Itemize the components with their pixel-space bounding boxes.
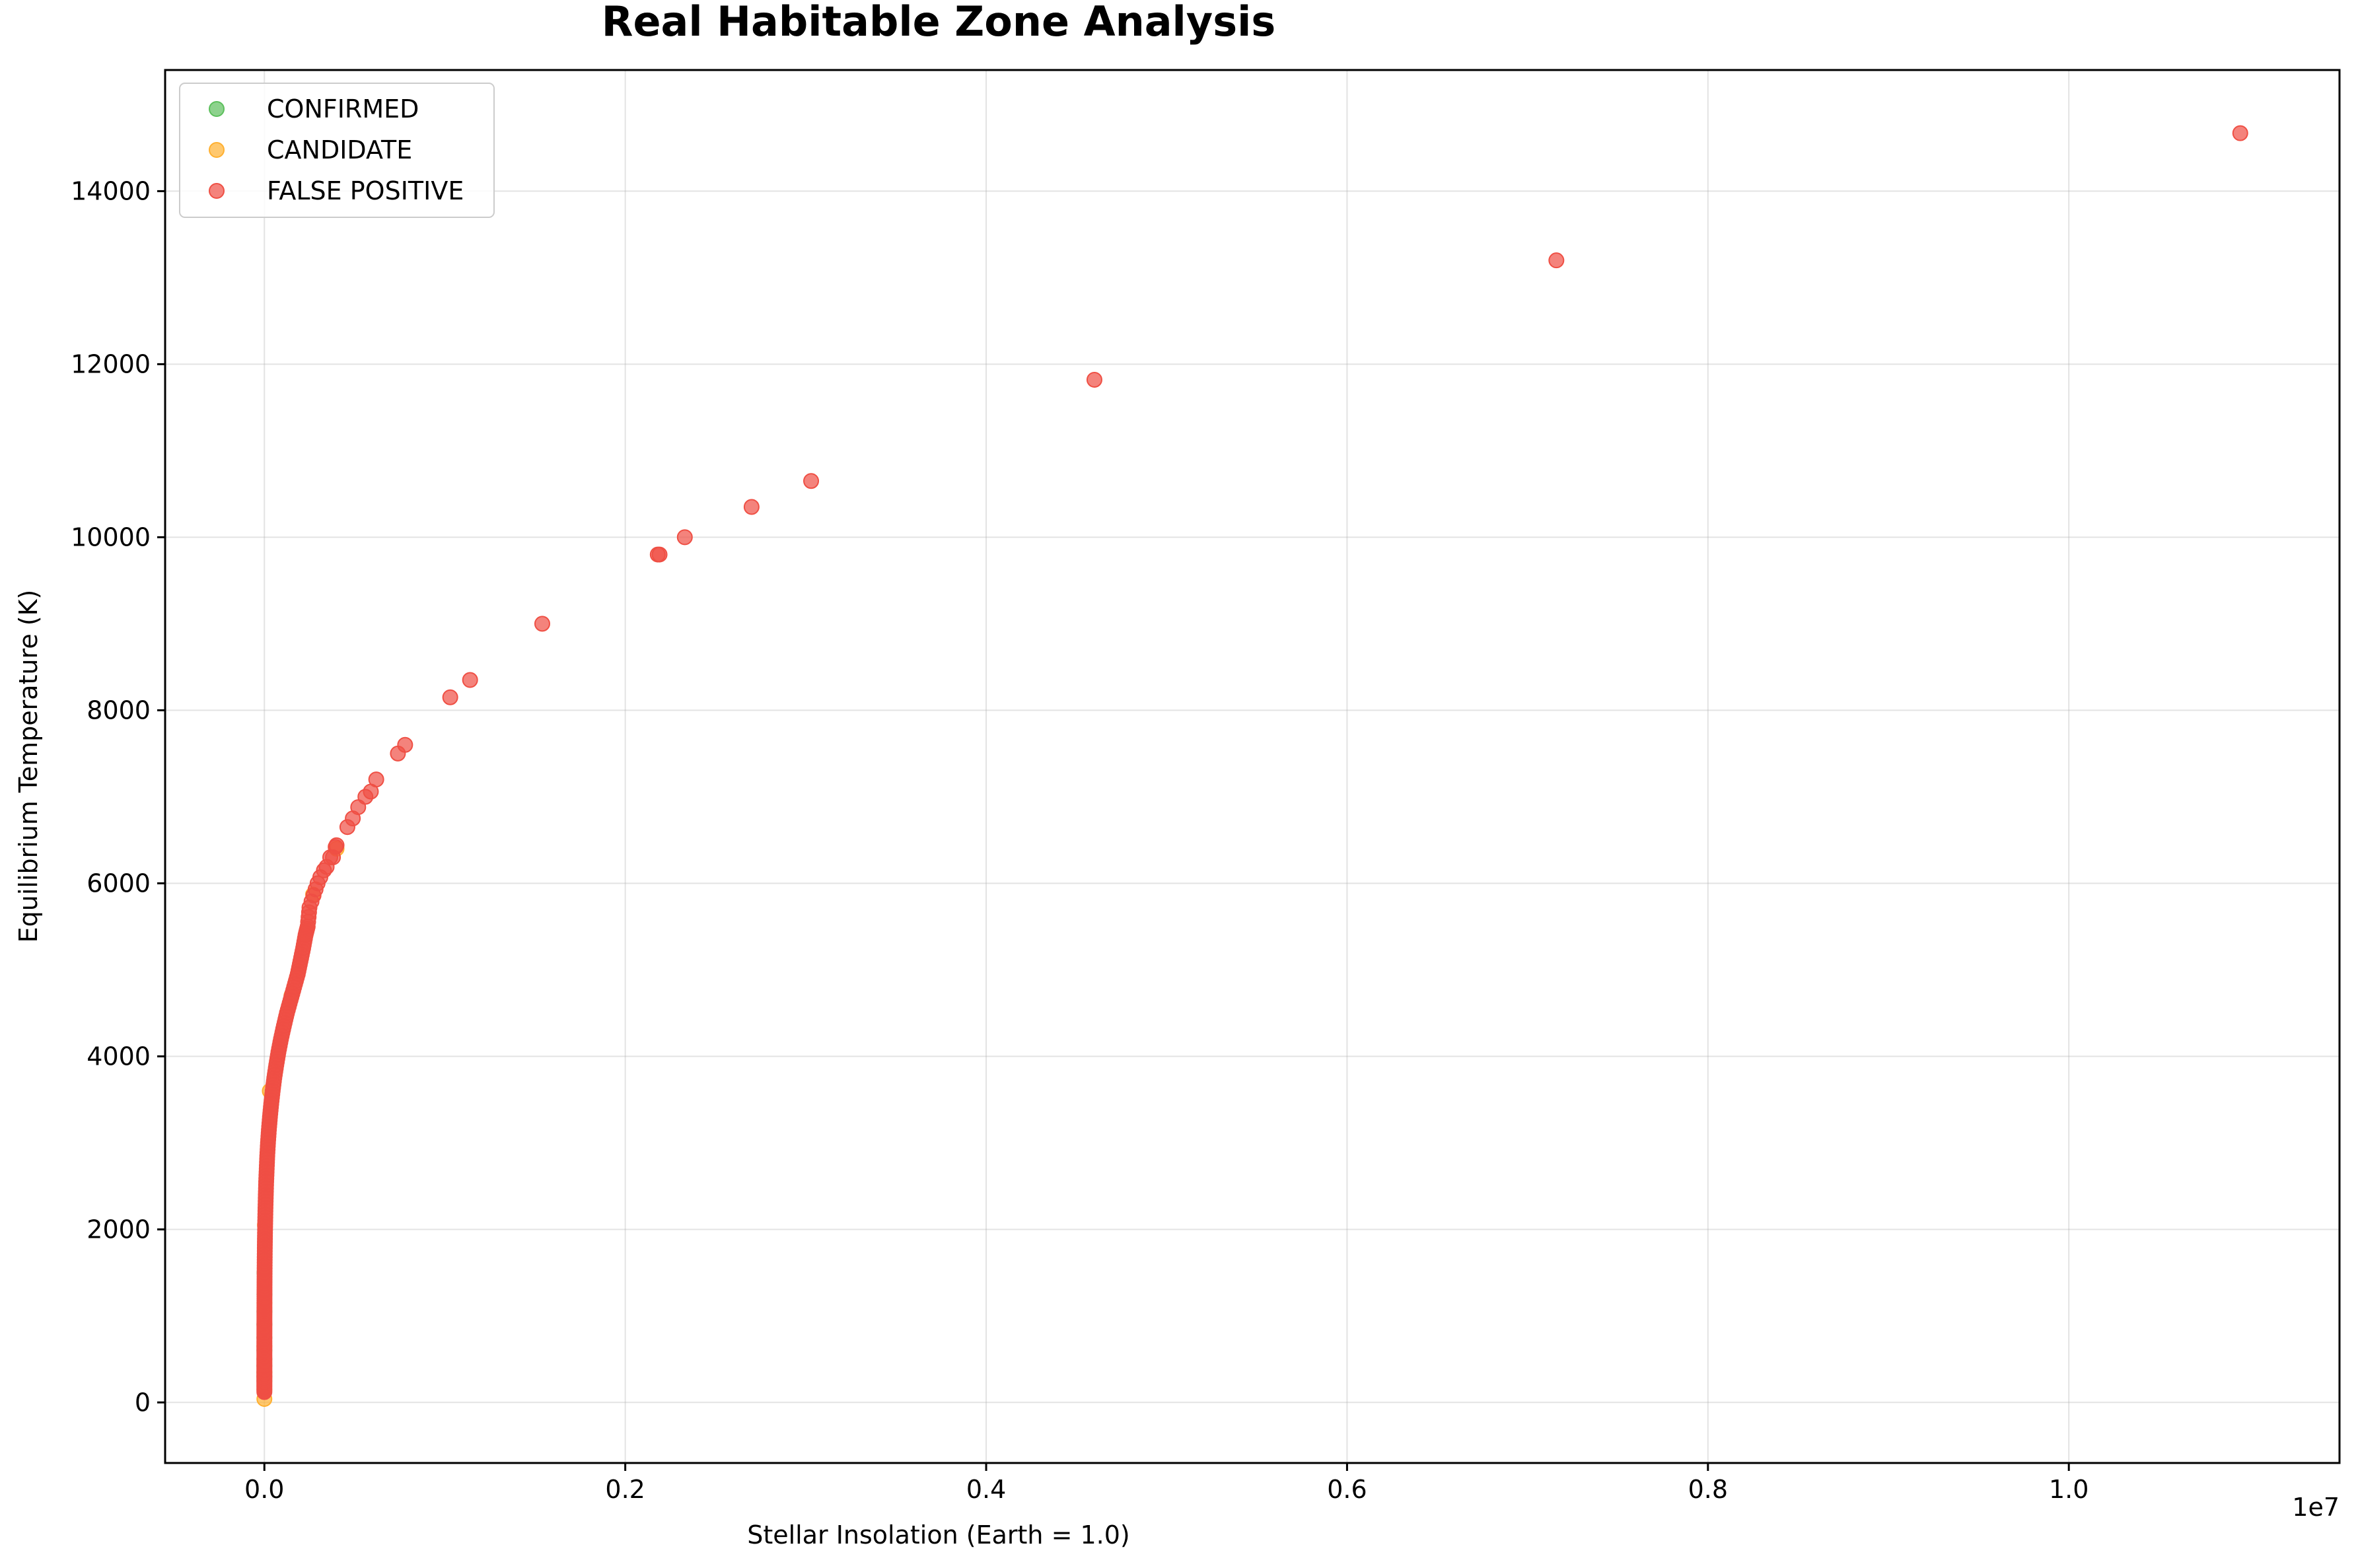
data-point (307, 881, 324, 898)
data-point (1086, 371, 1102, 388)
x-tick-label: 0.0 (244, 1475, 284, 1504)
legend-label: CANDIDATE (267, 135, 412, 164)
y-tick-label: 6000 (87, 869, 151, 898)
data-point (368, 771, 384, 788)
legend-label: FALSE POSITIVE (267, 176, 464, 205)
y-tick-label: 4000 (87, 1042, 151, 1071)
data-point (803, 473, 820, 489)
legend: CONFIRMED CANDIDATE FALSE POSITIVE (179, 83, 495, 218)
y-tick-label: 14000 (71, 176, 151, 205)
y-axis-label: Equilibrium Temperature (K) (14, 590, 43, 943)
legend-marker (209, 183, 225, 199)
data-point (397, 736, 413, 753)
grid-lines (165, 70, 2340, 1463)
data-point (328, 837, 345, 853)
y-tick-label: 2000 (87, 1215, 151, 1244)
data-points (256, 125, 2248, 1408)
chart-title: Real Habitable Zone Analysis (602, 0, 1276, 46)
x-tick-label: 0.2 (605, 1475, 645, 1504)
x-tick-label: 0.6 (1327, 1475, 1367, 1504)
y-tick-label: 10000 (71, 522, 151, 552)
legend-marker (209, 101, 225, 117)
y-axis-ticks: 0 2000 4000 6000 8000 10000 12000 14000 (71, 176, 165, 1417)
y-tick-label: 0 (135, 1388, 151, 1417)
data-point (651, 546, 668, 563)
x-tick-label: 0.4 (966, 1475, 1006, 1504)
x-tick-label: 0.8 (1688, 1475, 1728, 1504)
legend-box (179, 83, 495, 218)
data-point (1548, 252, 1565, 269)
data-point (462, 672, 478, 688)
legend-label: CONFIRMED (267, 94, 419, 124)
x-axis-label: Stellar Insolation (Earth = 1.0) (747, 1520, 1130, 1550)
y-tick-label: 12000 (71, 349, 151, 378)
data-point (743, 499, 760, 515)
x-tick-label: 1.0 (2049, 1475, 2089, 1504)
data-point (442, 689, 458, 705)
legend-marker (209, 142, 225, 158)
dense-point-cluster (256, 881, 324, 1399)
data-point (534, 616, 550, 632)
x-axis-ticks: 0.0 0.2 0.4 0.6 0.8 1.0 (244, 1463, 2089, 1504)
y-tick-label: 8000 (87, 695, 151, 725)
data-point (676, 529, 693, 546)
x-axis-offset-label: 1e7 (2292, 1493, 2340, 1522)
plot-area-frame (164, 69, 2341, 1464)
data-point (2232, 125, 2248, 141)
